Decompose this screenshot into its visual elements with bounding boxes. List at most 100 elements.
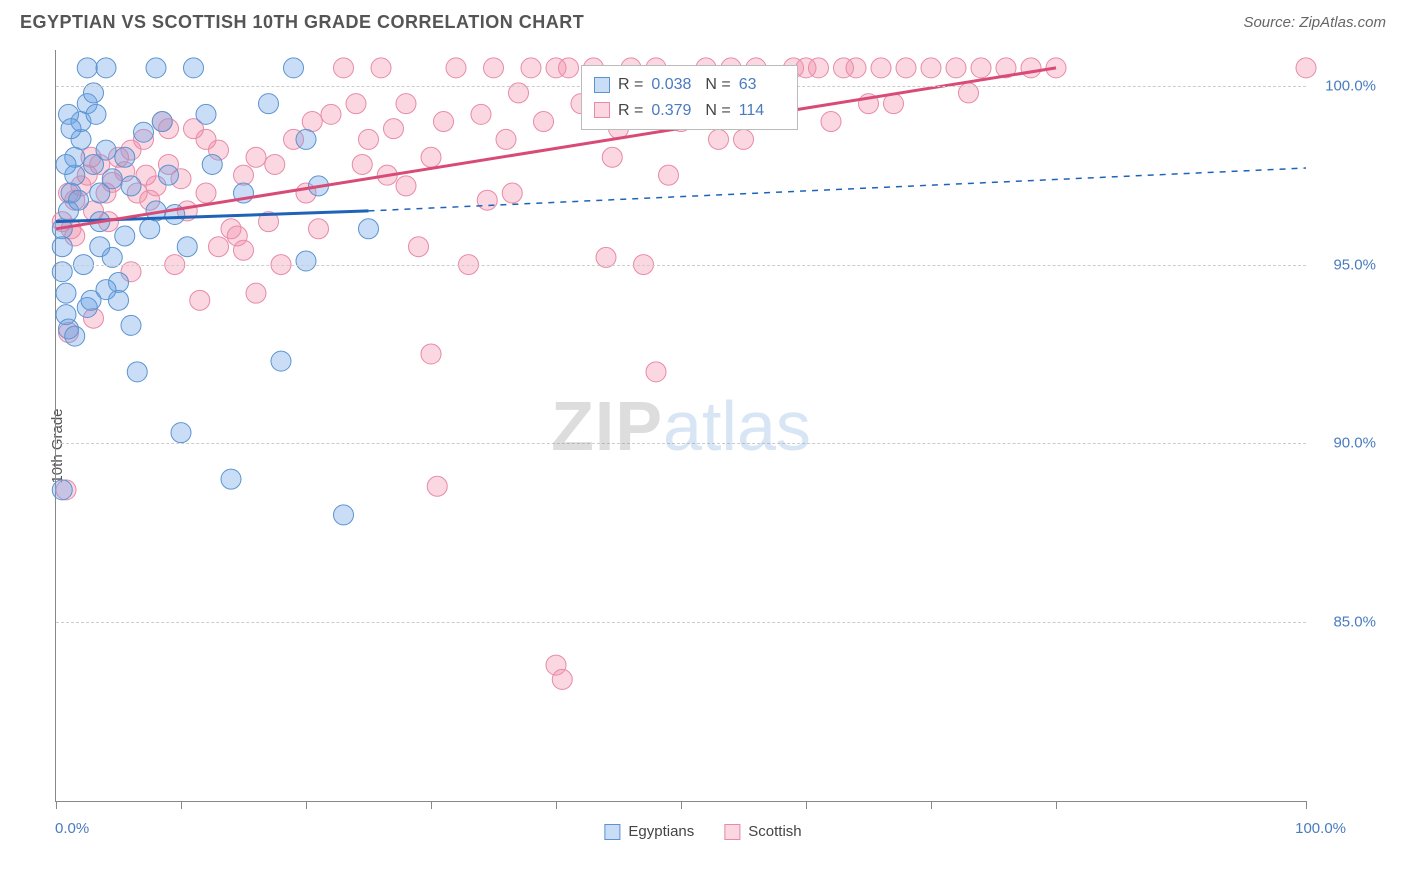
gridline <box>56 265 1306 266</box>
data-point <box>190 290 210 310</box>
data-point <box>140 219 160 239</box>
data-point <box>196 104 216 124</box>
stat-swatch-2 <box>594 102 610 118</box>
legend-label-2: Scottish <box>748 823 801 840</box>
x-tick <box>931 801 932 809</box>
data-point <box>86 104 106 124</box>
data-point <box>734 129 754 149</box>
data-point <box>196 129 216 149</box>
chart-title: EGYPTIAN VS SCOTTISH 10TH GRADE CORRELAT… <box>20 12 584 33</box>
data-point <box>346 94 366 114</box>
data-point <box>196 183 216 203</box>
data-point <box>446 58 466 78</box>
x-tick <box>181 801 182 809</box>
legend: Egyptians Scottish <box>604 823 801 840</box>
data-point <box>90 237 110 257</box>
data-point <box>409 237 429 257</box>
data-point <box>227 226 247 246</box>
source-label: Source: ZipAtlas.com <box>1243 14 1386 31</box>
data-point <box>1296 58 1316 78</box>
data-point <box>477 190 497 210</box>
legend-swatch-1 <box>604 824 620 840</box>
data-point <box>921 58 941 78</box>
data-point <box>184 58 204 78</box>
data-point <box>971 58 991 78</box>
data-point <box>471 104 491 124</box>
data-point <box>171 423 191 443</box>
r-value-1: 0.038 <box>651 72 697 98</box>
x-tick <box>56 801 57 809</box>
data-point <box>352 154 372 174</box>
scatter-svg <box>56 50 1306 801</box>
data-point <box>302 112 322 132</box>
legend-item-1: Egyptians <box>604 823 694 840</box>
data-point <box>115 147 135 167</box>
data-point <box>234 165 254 185</box>
data-point <box>81 290 101 310</box>
data-point <box>421 147 441 167</box>
data-point <box>96 58 116 78</box>
plot-area: ZIPatlas R = 0.038 N = 63 R = 0.379 N = … <box>55 50 1306 802</box>
data-point <box>421 344 441 364</box>
data-point <box>152 112 172 132</box>
data-point <box>809 58 829 78</box>
gridline <box>56 443 1306 444</box>
correlation-stats-box: R = 0.038 N = 63 R = 0.379 N = 114 <box>581 65 798 130</box>
data-point <box>296 251 316 271</box>
data-point <box>646 362 666 382</box>
x-tick <box>1306 801 1307 809</box>
y-tick-label: 100.0% <box>1325 77 1376 94</box>
data-point <box>246 283 266 303</box>
x-max-label: 100.0% <box>1295 820 1346 837</box>
data-point <box>427 476 447 496</box>
x-tick <box>431 801 432 809</box>
data-point <box>209 237 229 257</box>
r-value-2: 0.379 <box>651 98 697 124</box>
data-point <box>96 140 116 160</box>
data-point <box>896 58 916 78</box>
data-point <box>709 129 729 149</box>
gridline <box>56 622 1306 623</box>
data-point <box>309 219 329 239</box>
x-tick <box>806 801 807 809</box>
data-point <box>65 326 85 346</box>
data-point <box>56 283 76 303</box>
data-point <box>246 147 266 167</box>
data-point <box>871 58 891 78</box>
data-point <box>334 505 354 525</box>
data-point <box>334 58 354 78</box>
data-point <box>371 58 391 78</box>
data-point <box>484 58 504 78</box>
data-point <box>496 129 516 149</box>
data-point <box>846 58 866 78</box>
y-tick-label: 85.0% <box>1333 614 1376 631</box>
data-point <box>434 112 454 132</box>
legend-item-2: Scottish <box>724 823 801 840</box>
data-point <box>534 112 554 132</box>
data-point <box>202 154 222 174</box>
data-point <box>296 129 316 149</box>
data-point <box>52 237 72 257</box>
data-point <box>559 58 579 78</box>
y-tick-label: 95.0% <box>1333 256 1376 273</box>
data-point <box>102 169 122 189</box>
data-point <box>946 58 966 78</box>
n-value-1: 63 <box>739 72 785 98</box>
data-point <box>146 58 166 78</box>
data-point <box>396 94 416 114</box>
data-point <box>259 94 279 114</box>
n-value-2: 114 <box>739 98 785 124</box>
r-label-1: R = <box>618 72 643 98</box>
data-point <box>77 58 97 78</box>
data-point <box>134 122 154 142</box>
data-point <box>61 119 81 139</box>
x-tick <box>556 801 557 809</box>
data-point <box>177 237 197 257</box>
data-point <box>384 119 404 139</box>
data-point <box>265 154 285 174</box>
data-point <box>121 176 141 196</box>
data-point <box>115 226 135 246</box>
y-tick-label: 90.0% <box>1333 435 1376 452</box>
data-point <box>284 58 304 78</box>
data-point <box>159 165 179 185</box>
